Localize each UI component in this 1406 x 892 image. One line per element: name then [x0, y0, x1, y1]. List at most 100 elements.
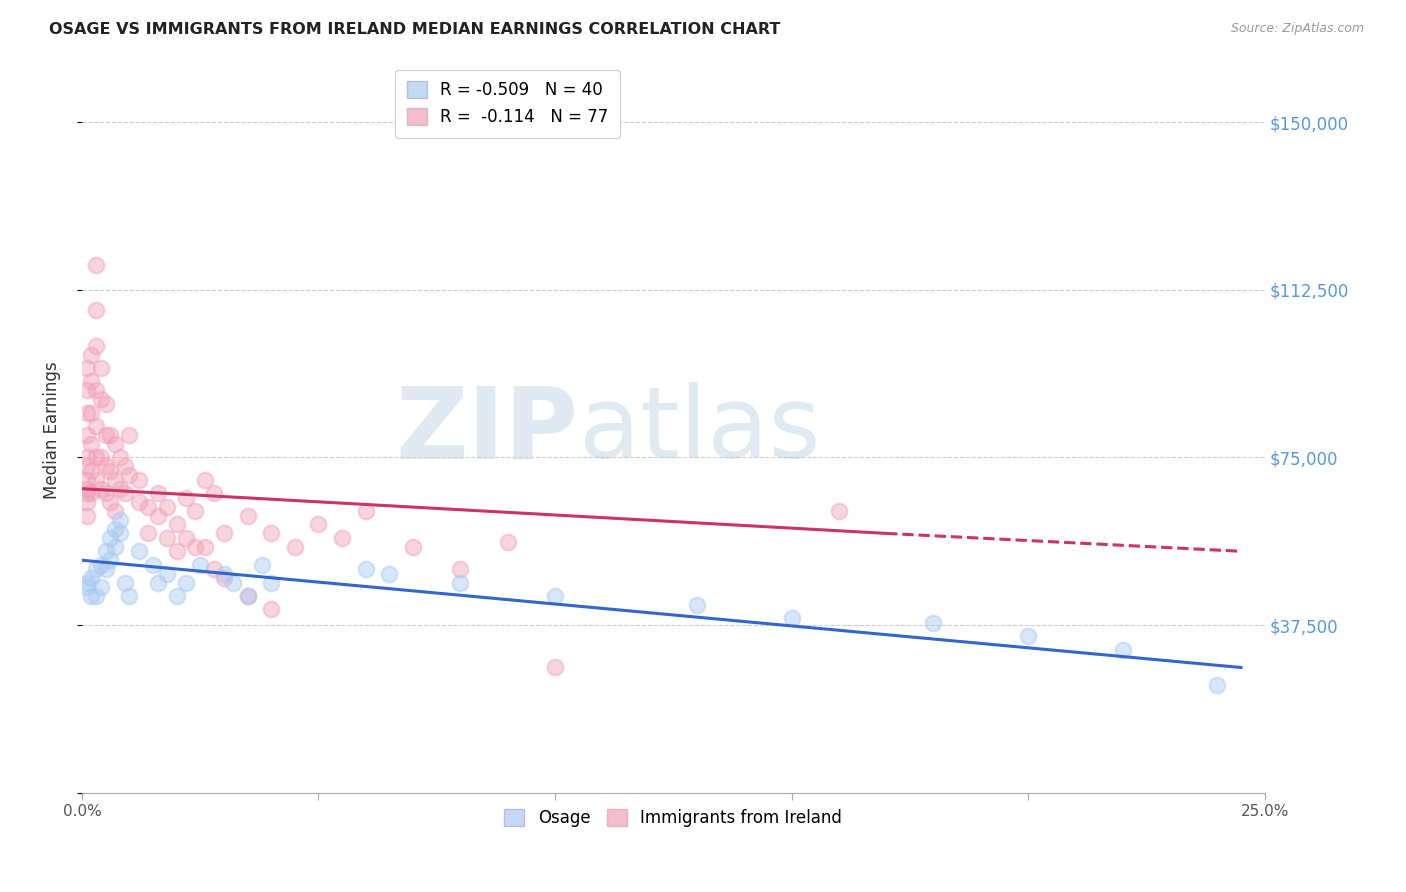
Point	[118, 428, 141, 442]
Point	[184, 540, 207, 554]
Point	[378, 566, 401, 581]
Point	[114, 575, 136, 590]
Point	[118, 468, 141, 483]
Point	[84, 589, 107, 603]
Point	[202, 486, 225, 500]
Point	[84, 562, 107, 576]
Point	[188, 558, 211, 572]
Point	[108, 482, 131, 496]
Point	[166, 517, 188, 532]
Point	[212, 566, 235, 581]
Text: ZIP: ZIP	[395, 382, 579, 479]
Point	[146, 486, 169, 500]
Point	[84, 450, 107, 465]
Point	[922, 615, 945, 630]
Point	[76, 428, 98, 442]
Point	[236, 589, 259, 603]
Point	[354, 504, 377, 518]
Point	[90, 450, 112, 465]
Point	[212, 526, 235, 541]
Point	[114, 486, 136, 500]
Point	[449, 562, 471, 576]
Point	[114, 459, 136, 474]
Point	[98, 428, 121, 442]
Point	[80, 464, 103, 478]
Point	[174, 491, 197, 505]
Point	[76, 473, 98, 487]
Point	[90, 580, 112, 594]
Point	[330, 531, 353, 545]
Point	[284, 540, 307, 554]
Point	[174, 575, 197, 590]
Point	[90, 392, 112, 407]
Point	[76, 575, 98, 590]
Point	[98, 553, 121, 567]
Point	[94, 428, 117, 442]
Point	[104, 437, 127, 451]
Point	[194, 473, 217, 487]
Point	[80, 571, 103, 585]
Point	[166, 589, 188, 603]
Text: Source: ZipAtlas.com: Source: ZipAtlas.com	[1230, 22, 1364, 36]
Point	[136, 526, 159, 541]
Point	[250, 558, 273, 572]
Point	[76, 508, 98, 523]
Point	[156, 566, 179, 581]
Point	[76, 384, 98, 398]
Point	[1206, 678, 1229, 692]
Point	[80, 406, 103, 420]
Point	[108, 526, 131, 541]
Point	[76, 459, 98, 474]
Point	[76, 486, 98, 500]
Point	[174, 531, 197, 545]
Point	[80, 437, 103, 451]
Point	[84, 339, 107, 353]
Point	[104, 540, 127, 554]
Point	[828, 504, 851, 518]
Point	[108, 513, 131, 527]
Point	[496, 535, 519, 549]
Point	[544, 589, 567, 603]
Point	[76, 361, 98, 376]
Point	[260, 602, 283, 616]
Point	[98, 531, 121, 545]
Point	[94, 562, 117, 576]
Text: atlas: atlas	[579, 382, 820, 479]
Point	[156, 500, 179, 514]
Point	[118, 589, 141, 603]
Point	[1111, 642, 1133, 657]
Point	[686, 598, 709, 612]
Point	[80, 348, 103, 362]
Point	[94, 397, 117, 411]
Point	[222, 575, 245, 590]
Point	[780, 611, 803, 625]
Point	[146, 508, 169, 523]
Point	[308, 517, 330, 532]
Point	[98, 495, 121, 509]
Point	[80, 486, 103, 500]
Point	[544, 660, 567, 674]
Point	[98, 464, 121, 478]
Y-axis label: Median Earnings: Median Earnings	[44, 362, 60, 500]
Point	[128, 473, 150, 487]
Point	[146, 575, 169, 590]
Point	[142, 558, 165, 572]
Point	[108, 450, 131, 465]
Legend: Osage, Immigrants from Ireland: Osage, Immigrants from Ireland	[496, 800, 851, 835]
Point	[194, 540, 217, 554]
Point	[1017, 629, 1039, 643]
Point	[94, 544, 117, 558]
Text: OSAGE VS IMMIGRANTS FROM IRELAND MEDIAN EARNINGS CORRELATION CHART: OSAGE VS IMMIGRANTS FROM IRELAND MEDIAN …	[49, 22, 780, 37]
Point	[184, 504, 207, 518]
Point	[94, 486, 117, 500]
Point	[136, 500, 159, 514]
Point	[354, 562, 377, 576]
Point	[84, 419, 107, 434]
Point	[94, 459, 117, 474]
Point	[104, 522, 127, 536]
Point	[80, 589, 103, 603]
Point	[80, 375, 103, 389]
Point	[128, 495, 150, 509]
Point	[76, 495, 98, 509]
Point	[84, 384, 107, 398]
